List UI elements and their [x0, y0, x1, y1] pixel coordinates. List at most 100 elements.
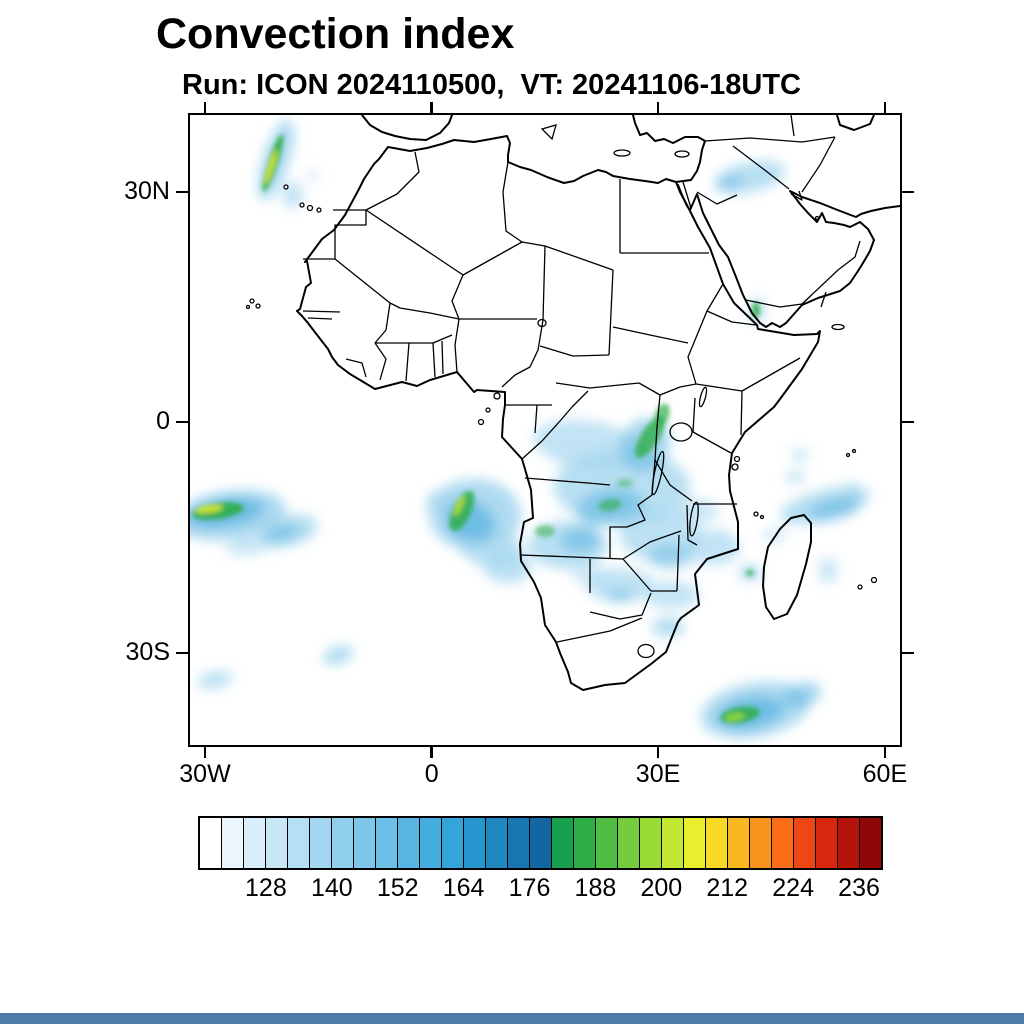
- convection-blob: [307, 171, 319, 179]
- y-tick-mark: [902, 420, 914, 424]
- x-tick-mark: [430, 747, 433, 758]
- x-tick-mark: [883, 102, 887, 113]
- convection-blob: [617, 479, 633, 487]
- colorbar-cell: [441, 818, 463, 868]
- y-tick-mark: [902, 190, 914, 194]
- convection-blob: [785, 471, 805, 483]
- convection-blob: [225, 534, 275, 556]
- convection-blob: [322, 644, 354, 666]
- colorbar-cell: [375, 818, 397, 868]
- colorbar-cell: [287, 818, 309, 868]
- madagascar-coastline: [762, 514, 812, 620]
- convection-blob: [818, 557, 838, 583]
- y-tick-mark: [176, 190, 188, 194]
- convection-blob: [644, 581, 700, 609]
- convection-blob: [453, 495, 465, 517]
- x-tick-mark: [203, 102, 207, 113]
- colorbar-cell: [463, 818, 485, 868]
- run-valid-time-line: Run: ICON 2024110500, VT: 20241106-18UTC: [182, 69, 801, 101]
- convection-blob: [606, 588, 634, 602]
- convection-blob: [535, 525, 555, 537]
- colorbar-cell: [200, 818, 221, 868]
- colorbar-cell: [243, 818, 265, 868]
- colorbar-tick-label: 224: [772, 874, 814, 902]
- y-tick-mark: [176, 420, 188, 424]
- colorbar-cell: [331, 818, 353, 868]
- convection-field-soft: [190, 119, 870, 739]
- colorbar-tick-label: 128: [245, 874, 287, 902]
- country-borders: [302, 115, 861, 659]
- colorbar-tick-label: 176: [508, 874, 551, 902]
- convection-blob: [449, 490, 475, 532]
- convection-field-core: [192, 134, 760, 724]
- colorbar-cell: [397, 818, 419, 868]
- colorbar-tick-label: 152: [376, 874, 419, 902]
- colorbar-tick-label: 236: [838, 874, 880, 902]
- colorbar-cell: [661, 818, 683, 868]
- convection-blob: [652, 617, 684, 637]
- convection-blob: [845, 482, 859, 492]
- islands: [245, 124, 878, 590]
- colorbar-cell: [837, 818, 859, 868]
- convection-blob: [197, 671, 233, 689]
- x-tick-label: 30W: [179, 760, 231, 788]
- x-tick-label: 30E: [635, 760, 681, 788]
- caspian-coastline: [836, 115, 875, 131]
- y-tick-label: 30S: [125, 637, 170, 666]
- x-tick-mark: [203, 747, 207, 758]
- map-plot-frame: [188, 113, 902, 747]
- colorbar-cell: [815, 818, 837, 868]
- convection-blob: [684, 529, 740, 565]
- lakes: [537, 318, 708, 537]
- spain-coastline: [361, 115, 453, 141]
- colorbar-tick-label: 200: [640, 874, 683, 902]
- arabia-iran-coastline: [677, 184, 900, 328]
- colorbar-cell: [859, 818, 881, 868]
- levant-turkey-coastline: [632, 115, 706, 183]
- convection-blob: [264, 149, 278, 185]
- convection-blob: [264, 524, 300, 542]
- colorbar-tick-label: 188: [574, 874, 617, 902]
- x-tick-mark: [656, 747, 660, 758]
- colorbar-cell: [793, 818, 815, 868]
- x-tick-mark: [430, 102, 433, 113]
- y-tick-label: 30N: [124, 176, 170, 205]
- colorbar-cell: [507, 818, 529, 868]
- colorbar-cell: [309, 818, 331, 868]
- convection-blob: [648, 545, 692, 569]
- convection-blob: [716, 174, 744, 192]
- colorbar-cell: [265, 818, 287, 868]
- page-title: Convection index: [156, 10, 515, 58]
- x-tick-label: 60E: [862, 760, 908, 788]
- convection-blob: [782, 682, 822, 708]
- colorbar-cell: [529, 818, 551, 868]
- x-tick-mark: [656, 102, 660, 113]
- coastlines: [296, 115, 900, 691]
- colorbar-cell: [727, 818, 749, 868]
- x-tick-label: 0: [424, 760, 439, 788]
- colorbar-tick-label: 140: [310, 874, 353, 902]
- colorbar-cell: [639, 818, 661, 868]
- y-tick-mark: [176, 651, 188, 655]
- colorbar-cell: [485, 818, 507, 868]
- convection-blob: [195, 504, 223, 514]
- colorbar-cell: [551, 818, 573, 868]
- convection-blob: [560, 528, 600, 552]
- convection-blob: [791, 449, 809, 461]
- colorbar-tick-label: 164: [442, 874, 485, 902]
- convection-blob: [746, 570, 754, 576]
- convection-blob: [598, 498, 622, 512]
- africa-map-svg: [190, 115, 900, 739]
- convection-blob: [725, 712, 745, 722]
- y-tick-label: 0: [156, 406, 170, 435]
- colorbar-cell: [353, 818, 375, 868]
- colorbar-cell: [419, 818, 441, 868]
- convection-blob: [807, 496, 863, 522]
- colorbar-cell: [595, 818, 617, 868]
- colorbar-cell: [771, 818, 793, 868]
- colorbar-cell: [749, 818, 771, 868]
- africa-coastline: [296, 135, 821, 691]
- colorbar-tick-labels: 128 140 152 164 176 188 200 212 224 236: [198, 874, 883, 908]
- y-tick-mark: [902, 651, 914, 655]
